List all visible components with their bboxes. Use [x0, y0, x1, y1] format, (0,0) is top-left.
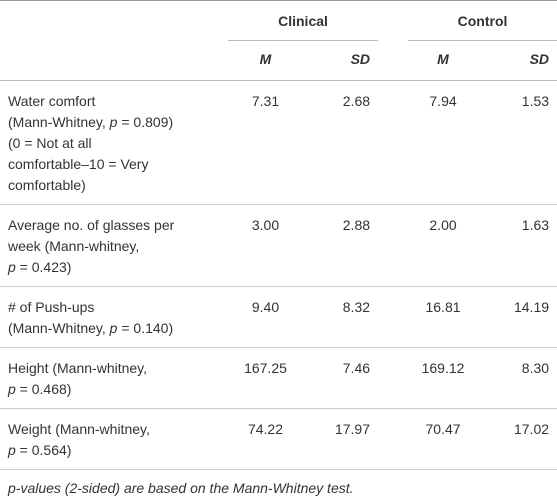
subheader-row: M SD M SD — [0, 41, 557, 81]
gap-cell — [378, 286, 409, 348]
footnote: p-values (2-sided) are based on the Mann… — [8, 480, 354, 496]
label-italic: p — [109, 114, 118, 130]
value-cell: 74.22 — [228, 408, 303, 470]
label-text: # of Push-ups — [8, 299, 95, 315]
label-text: = 0.423) — [15, 259, 72, 275]
label-text: week (Mann-whitney, — [8, 238, 140, 254]
row-label: Average no. of glasses per week (Mann-whi… — [0, 204, 228, 287]
subheader: M — [408, 41, 479, 81]
label-text: Height (Mann-whitney, — [8, 360, 148, 376]
label-italic: p — [8, 381, 16, 397]
label-text: Water comfort — [8, 93, 96, 109]
data-row: Average no. of glasses per week (Mann-whi… — [0, 204, 557, 287]
data-table: Clinical Control M SD M SD Water comfort… — [0, 0, 557, 470]
label-text: = 0.140) — [117, 320, 174, 336]
value-cell: 1.53 — [478, 80, 557, 205]
label-text: (Mann-Whitney, — [8, 114, 110, 130]
value-cell: 2.88 — [303, 204, 379, 287]
label-line: # of Push-ups — [8, 297, 228, 318]
value-cell: 16.81 — [408, 286, 479, 348]
row-label: Height (Mann-whitney, p = 0.468) — [0, 347, 228, 409]
group-header-row: Clinical Control — [0, 1, 557, 41]
label-line: p = 0.468) — [8, 379, 228, 400]
label-text: = 0.809) — [117, 114, 174, 130]
data-row: Water comfort (Mann-Whitney, p = 0.809) (0… — [0, 80, 557, 205]
gap-cell — [378, 204, 409, 287]
label-line: comfortable–10 = Very — [8, 154, 228, 175]
label-text: Weight (Mann-whitney, — [8, 421, 150, 437]
data-row: Weight (Mann-whitney, p = 0.564) 74.22 17.9… — [0, 408, 557, 470]
gap-cell — [378, 80, 409, 205]
value-cell: 17.02 — [478, 408, 557, 470]
label-line: Average no. of glasses per — [8, 215, 228, 236]
label-text: = 0.468) — [15, 381, 72, 397]
value-cell: 17.97 — [303, 408, 379, 470]
label-line: comfortable) — [8, 175, 228, 196]
value-cell: 167.25 — [228, 347, 303, 409]
row-label: Water comfort (Mann-Whitney, p = 0.809) (0… — [0, 80, 228, 205]
value-cell: 14.19 — [478, 286, 557, 348]
value-cell: 1.63 — [478, 204, 557, 287]
gap-cell — [378, 408, 409, 470]
value-cell: 8.32 — [303, 286, 379, 348]
label-text: = 0.564) — [15, 442, 72, 458]
row-label: # of Push-ups (Mann-Whitney, p = 0.140) — [0, 286, 228, 348]
label-line: week (Mann-whitney, — [8, 236, 228, 257]
gap-cell — [378, 347, 409, 409]
value-cell: 8.30 — [478, 347, 557, 409]
value-cell: 70.47 — [408, 408, 479, 470]
label-line: Height (Mann-whitney, — [8, 358, 228, 379]
label-line: Weight (Mann-whitney, — [8, 419, 228, 440]
label-text: comfortable–10 = Very — [8, 156, 149, 172]
value-cell: 169.12 — [408, 347, 479, 409]
group-header: Clinical — [228, 11, 379, 41]
label-text: Average no. of glasses per — [8, 217, 175, 233]
label-line: Water comfort — [8, 91, 228, 112]
subheader: M — [228, 41, 303, 81]
subheader: SD — [478, 41, 557, 81]
label-text: comfortable) — [8, 177, 86, 193]
value-cell: 2.68 — [303, 80, 379, 205]
label-line: p = 0.564) — [8, 440, 228, 461]
label-italic: p — [8, 259, 16, 275]
data-row: Height (Mann-whitney, p = 0.468) 167.25 7.4… — [0, 347, 557, 409]
value-cell: 9.40 — [228, 286, 303, 348]
subheader: SD — [303, 41, 379, 81]
value-cell: 7.46 — [303, 347, 379, 409]
label-line: (Mann-Whitney, p = 0.809) — [8, 112, 228, 133]
group-header: Control — [408, 11, 557, 41]
label-text: (Mann-Whitney, — [8, 320, 110, 336]
label-line: (Mann-Whitney, p = 0.140) — [8, 318, 228, 339]
value-cell: 3.00 — [228, 204, 303, 287]
table-body: Clinical Control M SD M SD Water comfort… — [0, 1, 557, 470]
value-cell: 7.31 — [228, 80, 303, 205]
label-line: (0 = Not at all — [8, 133, 228, 154]
row-label: Weight (Mann-whitney, p = 0.564) — [0, 408, 228, 470]
value-cell: 7.94 — [408, 80, 479, 205]
label-text: (0 = Not at all — [8, 135, 92, 151]
data-row: # of Push-ups (Mann-Whitney, p = 0.140) 9.… — [0, 286, 557, 348]
label-line: p = 0.423) — [8, 257, 228, 278]
label-italic: p — [109, 320, 118, 336]
value-cell: 2.00 — [408, 204, 479, 287]
label-italic: p — [8, 442, 16, 458]
